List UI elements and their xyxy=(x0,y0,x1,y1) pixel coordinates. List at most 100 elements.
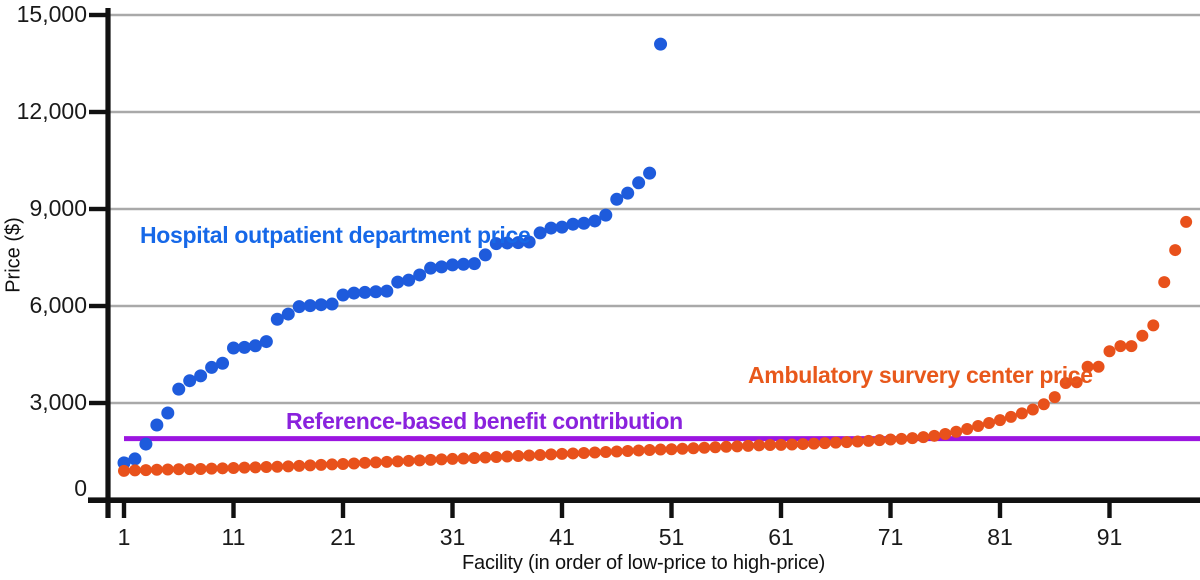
y-axis-title: Price ($) xyxy=(2,217,25,293)
y-tick-label: 3,000 xyxy=(29,389,87,415)
data-point-ambulatory-center xyxy=(369,456,382,469)
data-point-ambulatory-center xyxy=(172,463,185,476)
data-point-ambulatory-center xyxy=(676,442,689,455)
x-tick xyxy=(888,503,893,518)
data-point-ambulatory-center xyxy=(194,462,207,475)
data-point-ambulatory-center xyxy=(402,454,415,467)
data-point-ambulatory-center xyxy=(479,451,492,464)
data-point-hospital-outpatient xyxy=(599,208,613,222)
data-point-hospital-outpatient xyxy=(314,298,328,312)
y-tick xyxy=(89,303,108,309)
data-point-ambulatory-center xyxy=(512,450,525,463)
y-axis-line xyxy=(105,8,111,518)
data-point-ambulatory-center xyxy=(840,436,853,449)
data-point-hospital-outpatient xyxy=(347,286,361,300)
data-point-hospital-outpatient xyxy=(172,382,186,396)
data-point-ambulatory-center xyxy=(435,453,448,466)
x-tick xyxy=(1107,503,1112,518)
data-point-ambulatory-center xyxy=(490,450,503,463)
data-point-ambulatory-center xyxy=(577,446,590,459)
data-point-hospital-outpatient xyxy=(511,236,525,250)
data-point-hospital-outpatient xyxy=(413,268,427,282)
data-point-ambulatory-center xyxy=(1180,215,1193,228)
data-point-ambulatory-center xyxy=(150,463,163,476)
x-tick-label: 11 xyxy=(222,524,246,550)
data-point-ambulatory-center xyxy=(304,459,317,472)
x-tick-label: 1 xyxy=(118,524,131,550)
data-point-ambulatory-center xyxy=(424,453,437,466)
data-point-hospital-outpatient xyxy=(402,273,416,287)
data-point-ambulatory-center xyxy=(1015,407,1028,420)
data-point-hospital-outpatient xyxy=(369,285,383,299)
data-point-ambulatory-center xyxy=(983,417,996,430)
x-tick-label: 21 xyxy=(330,524,356,550)
data-point-ambulatory-center xyxy=(139,464,152,477)
x-tick xyxy=(231,503,236,518)
data-point-ambulatory-center xyxy=(315,458,328,471)
x-axis-line xyxy=(88,497,1200,503)
data-point-ambulatory-center xyxy=(720,440,733,453)
data-point-ambulatory-center xyxy=(709,441,722,454)
data-point-ambulatory-center xyxy=(1125,340,1138,353)
y-tick xyxy=(89,206,108,212)
series-label-ambulatory-center: Ambulatory survery center price xyxy=(748,362,1093,388)
data-point-hospital-outpatient xyxy=(248,339,262,353)
data-point-ambulatory-center xyxy=(238,461,251,474)
data-point-ambulatory-center xyxy=(994,414,1006,427)
data-point-ambulatory-center xyxy=(807,437,820,450)
data-point-ambulatory-center xyxy=(621,445,634,458)
data-point-ambulatory-center xyxy=(1158,276,1171,289)
x-tick-label: 91 xyxy=(1097,524,1123,550)
data-point-ambulatory-center xyxy=(227,461,240,474)
data-point-hospital-outpatient xyxy=(621,186,635,200)
data-point-ambulatory-center xyxy=(1136,329,1149,342)
data-point-ambulatory-center xyxy=(775,438,787,451)
y-tick xyxy=(89,12,108,18)
data-point-ambulatory-center xyxy=(873,434,886,447)
x-tick-label: 81 xyxy=(987,524,1013,550)
data-point-ambulatory-center xyxy=(796,438,809,451)
data-point-hospital-outpatient xyxy=(435,260,449,274)
data-point-ambulatory-center xyxy=(118,464,130,477)
data-point-ambulatory-center xyxy=(545,448,558,461)
data-point-hospital-outpatient xyxy=(183,374,197,388)
data-point-hospital-outpatient xyxy=(489,237,503,251)
data-point-hospital-outpatient xyxy=(227,341,240,355)
data-point-hospital-outpatient xyxy=(544,221,558,235)
data-point-ambulatory-center xyxy=(556,447,568,460)
data-point-ambulatory-center xyxy=(293,459,306,472)
data-point-ambulatory-center xyxy=(753,439,766,452)
data-point-hospital-outpatient xyxy=(566,217,580,231)
data-point-ambulatory-center xyxy=(785,438,798,451)
data-point-hospital-outpatient xyxy=(205,360,219,374)
data-point-hospital-outpatient xyxy=(281,307,295,321)
data-point-ambulatory-center xyxy=(1081,360,1094,373)
data-point-ambulatory-center xyxy=(895,432,908,445)
data-point-ambulatory-center xyxy=(391,455,404,468)
y-tick-label: 0 xyxy=(74,475,87,501)
data-point-ambulatory-center xyxy=(326,458,339,471)
data-point-hospital-outpatient xyxy=(456,257,470,271)
data-point-ambulatory-center xyxy=(501,450,514,463)
data-point-ambulatory-center xyxy=(1114,340,1127,353)
data-point-ambulatory-center xyxy=(260,461,273,474)
data-point-ambulatory-center xyxy=(161,463,174,476)
data-point-ambulatory-center xyxy=(1026,403,1039,416)
data-point-hospital-outpatient xyxy=(216,356,230,370)
data-point-ambulatory-center xyxy=(534,449,547,462)
data-point-hospital-outpatient xyxy=(270,312,284,326)
data-point-ambulatory-center xyxy=(1048,391,1061,404)
data-point-ambulatory-center xyxy=(687,442,700,455)
x-tick xyxy=(559,503,565,518)
data-point-ambulatory-center xyxy=(742,439,755,452)
data-point-hospital-outpatient xyxy=(391,275,405,289)
data-point-ambulatory-center xyxy=(1037,398,1050,411)
data-point-ambulatory-center xyxy=(818,437,831,450)
data-point-hospital-outpatient xyxy=(139,437,153,451)
data-point-ambulatory-center xyxy=(950,425,963,438)
data-point-ambulatory-center xyxy=(654,443,667,456)
x-tick-label: 71 xyxy=(878,524,904,550)
data-point-hospital-outpatient xyxy=(588,214,602,228)
x-tick-label: 41 xyxy=(549,524,575,550)
